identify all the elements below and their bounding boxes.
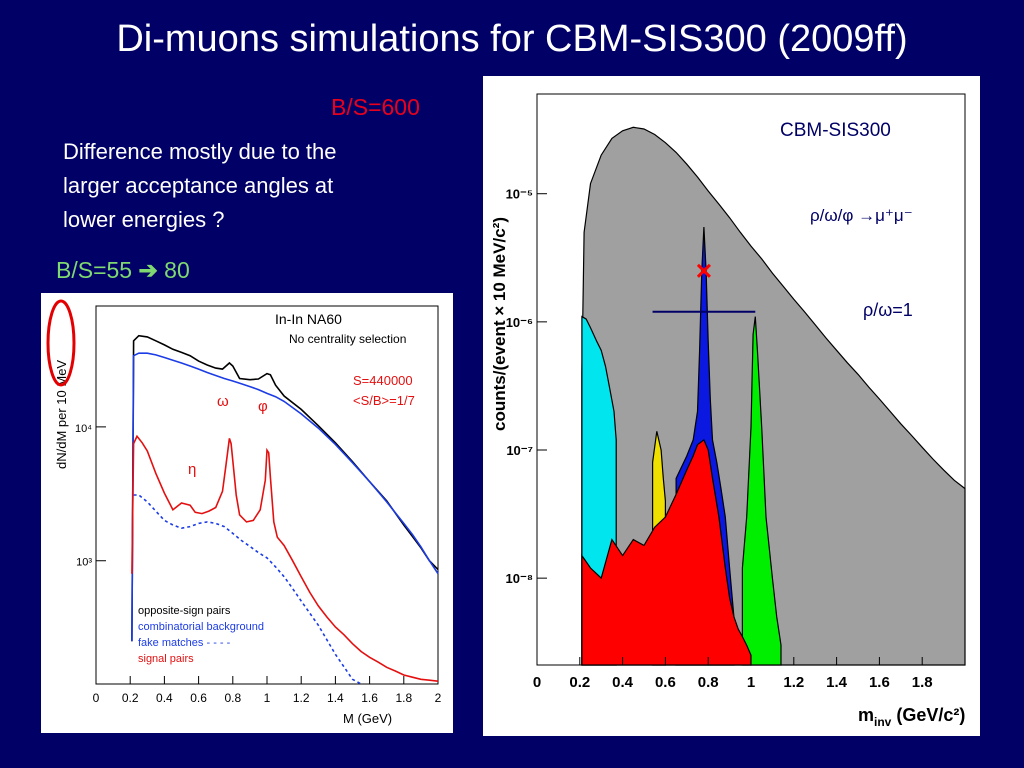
left-legend-2: combinatorial background xyxy=(138,621,264,633)
x-tick-label: 0.4 xyxy=(612,674,634,691)
y-tick-label: 10³ xyxy=(76,557,92,569)
x-tick-label: 0.8 xyxy=(224,691,241,705)
x-tick-label: 1.2 xyxy=(783,674,804,691)
bs55-text: B/S=55 xyxy=(56,257,133,283)
omega-peak-label: ω xyxy=(217,393,229,410)
left-chart-header: In-In NA60 xyxy=(275,311,342,327)
right-experiment-label: CBM-SIS300 xyxy=(780,120,891,141)
x-tick-label: 0.6 xyxy=(190,691,207,705)
series-fake-matches xyxy=(133,494,362,685)
x-tick-label: 1.8 xyxy=(912,674,933,691)
note-text: Difference mostly due to the larger acce… xyxy=(63,135,443,237)
right-x-axis-unit: (GeV/c²) xyxy=(891,705,965,725)
arrow-right-icon: ➔ xyxy=(138,257,158,283)
bs55-value: 80 xyxy=(164,257,190,283)
x-tick-label: 1.6 xyxy=(869,674,890,691)
y-tick-label: 10⁻⁶ xyxy=(506,315,533,330)
bs600-label: B/S=600 xyxy=(331,94,420,120)
x-tick-label: 1.8 xyxy=(395,691,412,705)
x-tick-label: 0 xyxy=(533,674,541,691)
left-y-axis-label: dN/dM per 10 MeV xyxy=(54,360,69,469)
y-tick-label: 10⁻⁷ xyxy=(506,443,533,458)
x-tick-label: 2 xyxy=(435,691,442,705)
series-combinatorial-background xyxy=(131,352,439,642)
x-tick-label: 0.4 xyxy=(156,691,173,705)
left-info-line-1: S=440000 xyxy=(353,373,413,388)
x-tick-label: 1.6 xyxy=(361,691,378,705)
right-channel-label: ρ/ω/φ →μ⁺μ⁻ xyxy=(810,206,913,225)
x-tick-label: 1.4 xyxy=(327,691,344,705)
cbm-chart-panel: 0 0.2 0.4 0.6 0.8 1 1.2 1.4 1.6 1.8 10⁻⁵ 10⁻⁶ 10⁻⁷ 10… xyxy=(483,76,980,736)
series-green-component xyxy=(741,316,782,666)
x-tick-label: 0.6 xyxy=(655,674,676,691)
x-tick-label: 1.2 xyxy=(293,691,310,705)
phi-peak-label: φ xyxy=(258,398,268,415)
right-x-axis-main: m xyxy=(858,705,874,725)
left-legend-1: opposite-sign pairs xyxy=(138,605,231,617)
na60-chart: 0 0.2 0.4 0.6 0.8 1 1.2 1.4 1.6 1.8 2 10⁴ 10³ In-In … xyxy=(46,299,442,726)
na60-chart-panel: 0 0.2 0.4 0.6 0.8 1 1.2 1.4 1.6 1.8 2 10⁴ 10³ In-In … xyxy=(41,293,453,733)
y-tick-label: 10⁻⁵ xyxy=(506,187,533,202)
x-tick-label: 0 xyxy=(93,691,100,705)
x-tick-label: 0.8 xyxy=(698,674,719,691)
note-line-2: larger acceptance angles at xyxy=(63,173,334,198)
right-x-axis-sub: inv xyxy=(874,715,892,729)
x-tick-label: 1 xyxy=(264,691,271,705)
highlight-circle xyxy=(46,299,76,387)
bs55-label: B/S=55 ➔ 80 xyxy=(56,257,190,284)
slide-title: Di-muons simulations for CBM-SIS300 (200… xyxy=(116,18,908,60)
eta-peak-label: η xyxy=(188,461,196,478)
omega-peak-marker xyxy=(696,263,711,278)
y-tick-label: 10⁻⁸ xyxy=(506,571,533,586)
y-tick-label: 10⁴ xyxy=(75,423,92,435)
series-signal-pairs xyxy=(131,434,439,682)
right-y-axis-label: counts/(event × 10 MeV/c²) xyxy=(490,217,509,431)
right-x-axis-label: minv (GeV/c²) xyxy=(858,705,965,729)
note-line-1: Difference mostly due to the xyxy=(63,139,337,164)
note-line-3: lower energies ? xyxy=(63,207,225,232)
x-tick-label: 1.4 xyxy=(826,674,848,691)
left-x-axis-label: M (GeV) xyxy=(343,711,392,726)
x-tick-label: 0.2 xyxy=(569,674,590,691)
cross-stroke xyxy=(696,263,711,278)
left-legend-3: fake matches - - - - xyxy=(138,637,231,649)
left-chart-subheader: No centrality selection xyxy=(289,332,406,346)
series-red-component xyxy=(581,438,752,666)
left-legend-4: signal pairs xyxy=(138,653,194,665)
right-ratio-label: ρ/ω=1 xyxy=(863,300,913,320)
cbm-chart: 0 0.2 0.4 0.6 0.8 1 1.2 1.4 1.6 1.8 10⁻⁵ 10⁻⁶ 10⁻⁷ 10… xyxy=(490,93,966,729)
x-tick-label: 1 xyxy=(747,674,755,691)
x-tick-label: 0.2 xyxy=(122,691,139,705)
left-info-line-2: <S/B>=1/7 xyxy=(353,393,415,408)
